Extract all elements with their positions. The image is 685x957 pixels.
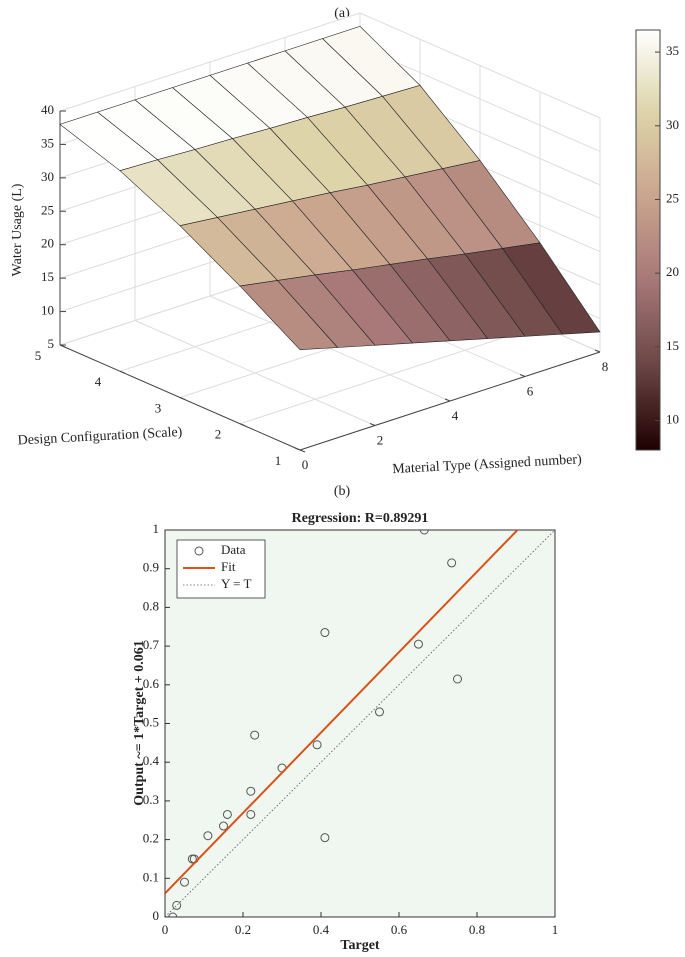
- data-point: [419, 530, 429, 535]
- x-tick-label: 8: [602, 359, 609, 374]
- colorbar-tick-label: 30: [666, 117, 679, 132]
- y-tick-label: 0.1: [143, 869, 159, 884]
- data-point: [246, 786, 256, 796]
- data-point: [222, 809, 232, 819]
- data-point: [414, 639, 423, 649]
- colorbar-tick-label: 15: [666, 338, 679, 353]
- legend-label: Y = T: [221, 576, 252, 591]
- identity-line: [165, 530, 555, 917]
- chart-b-y-label: Output ~= 1*Target + 0.061: [132, 640, 147, 805]
- y-tick-label: 0.5: [143, 714, 159, 729]
- z-axis-label: Water Usage (L): [10, 183, 25, 276]
- x-tick: [294, 447, 301, 451]
- y-tick-label: 4: [95, 374, 102, 389]
- y-tick-label: 1: [275, 453, 282, 468]
- z-tick-label: 10: [41, 303, 54, 318]
- x-tick-label: 0: [162, 922, 169, 937]
- x-tick-label: 0: [302, 457, 309, 472]
- surface-patch: [239, 280, 339, 351]
- x-tick-label: 0.4: [313, 922, 330, 937]
- y-tick-label: 0.3: [143, 792, 159, 807]
- x-axis-label: Material Type (Assigned number): [392, 452, 583, 477]
- z-tick-label: 15: [41, 269, 54, 284]
- legend-label: Data: [221, 542, 246, 557]
- wall-grid-line: [359, 45, 601, 152]
- legend-marker: [194, 546, 204, 556]
- y-tick-label: 2: [215, 427, 222, 442]
- data-point: [172, 900, 182, 910]
- x-tick-label: 0.2: [235, 922, 251, 937]
- data-point: [180, 877, 189, 887]
- x-tick: [594, 349, 601, 353]
- data-point: [168, 912, 178, 917]
- z-tick-label: 30: [41, 169, 54, 184]
- y-tick-label: 0.4: [143, 753, 160, 768]
- y-tick-label: 5: [35, 348, 42, 363]
- y-tick-label: 0.7: [143, 637, 160, 652]
- colorbar-tick-label: 25: [666, 190, 679, 205]
- y-tick-label: 0.2: [143, 831, 159, 846]
- floor-grid-line: [239, 325, 541, 425]
- y-tick-label: 0: [153, 908, 160, 923]
- wall-grid-line: [359, 12, 601, 119]
- data-point: [312, 740, 322, 750]
- x-tick-label: 2: [377, 432, 384, 447]
- plot-content: [165, 530, 555, 917]
- z-tick-label: 40: [41, 102, 54, 117]
- data-point: [375, 707, 384, 717]
- y-tick-label: 0.8: [143, 598, 159, 613]
- colorbar-tick-label: 20: [666, 264, 679, 279]
- data-point: [219, 821, 228, 831]
- z-tick-label: 35: [41, 135, 54, 150]
- y-tick: [59, 344, 66, 348]
- x-tick-label: 1: [552, 922, 559, 937]
- y-tick: [119, 370, 126, 374]
- fit-line: [165, 530, 519, 895]
- y-tick-label: 0.9: [143, 560, 159, 575]
- x-tick: [444, 398, 451, 402]
- colorbar: [635, 29, 661, 451]
- z-tick-label: 5: [48, 336, 55, 351]
- data-point: [203, 831, 213, 841]
- data-point: [320, 833, 330, 843]
- x-tick-label: 6: [527, 383, 534, 398]
- z-tick-label: 20: [41, 236, 54, 251]
- colorbar-tick-label: 10: [666, 412, 679, 427]
- data-point: [246, 809, 256, 819]
- data-point: [250, 730, 260, 740]
- x-tick-label: 4: [452, 408, 459, 423]
- z-tick-label: 25: [41, 202, 54, 217]
- legend-label: Fit: [221, 559, 236, 574]
- y-tick: [179, 397, 186, 400]
- chart-b-title: Regression: R=0.89291: [292, 511, 429, 526]
- chart-b-x-label: Target: [340, 938, 379, 953]
- data-point: [453, 674, 462, 684]
- wall-grid-line: [59, 12, 361, 112]
- y-tick-label: 0.6: [143, 676, 160, 691]
- x-tick-label: 0.6: [391, 922, 408, 937]
- panel-b-label: (b): [334, 484, 351, 499]
- y-tick-label: 1: [153, 521, 160, 536]
- x-tick: [519, 374, 526, 377]
- y-axis-label: Design Configuration (Scale): [17, 425, 183, 449]
- data-point: [320, 628, 330, 638]
- x-tick: [369, 423, 376, 426]
- y-tick-label: 3: [155, 400, 162, 415]
- y-tick: [299, 449, 306, 453]
- colorbar-tick-label: 35: [666, 43, 679, 58]
- data-point: [447, 558, 457, 568]
- y-tick: [239, 423, 246, 427]
- x-tick-label: 0.8: [469, 922, 485, 937]
